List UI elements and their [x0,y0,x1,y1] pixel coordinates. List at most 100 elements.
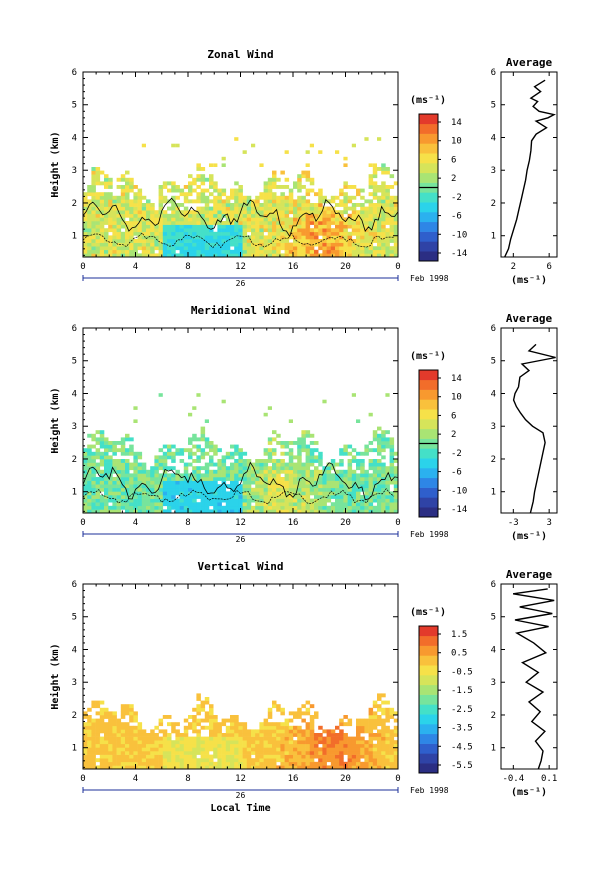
heatmap-cell [209,743,214,748]
heatmap-cell [83,480,88,485]
heatmap-cell [381,462,386,467]
heatmap-cell [91,754,96,759]
heatmap-cell [99,246,105,251]
heatmap-cell [326,473,332,478]
heatmap-cell [91,235,96,240]
heatmap-cell [351,502,357,507]
heatmap-cell [330,221,336,225]
heatmap-cell [276,462,281,467]
heatmap-cell [188,253,193,258]
heatmap-cell [339,221,344,225]
heatmap-cell [234,758,239,763]
heatmap-cell [381,235,386,240]
heatmap-cell [175,765,180,770]
heatmap-cell [255,199,260,204]
heatmap-cell [158,761,164,766]
heatmap-cell [381,747,386,752]
heatmap-cell [120,192,126,197]
heatmap-cell [108,444,113,449]
heatmap-cell [326,235,332,240]
heatmap-cell [314,224,319,229]
heatmap-cell [343,502,348,507]
colorbar-tick-label: -2 [451,193,462,203]
heatmap-cell [309,143,314,148]
heatmap-cell [204,177,210,182]
heatmap-cell [301,210,306,215]
heatmap-cell [104,495,109,499]
heatmap-cell [309,480,315,485]
heatmap-cell [225,210,231,215]
heatmap-cell [234,206,239,211]
heatmap-cell [179,473,185,478]
heatmap-cell [200,498,206,503]
heatmap-cell [112,210,117,215]
heatmap-cell [225,495,231,499]
heatmap-cell [284,444,290,449]
heatmap-cell [259,203,264,207]
heatmap-cell [263,733,269,737]
heatmap-cell [351,495,357,499]
heatmap-cell [372,715,378,719]
heatmap-cell [108,249,113,254]
heatmap-cell [167,761,172,766]
heatmap-cell [129,444,134,449]
heatmap-cell [259,722,264,727]
heatmap-cell [116,185,122,189]
heatmap-cell [389,228,395,233]
heatmap-cell [372,253,378,258]
heatmap-cell [162,469,168,474]
heatmap-cell [162,253,168,258]
heatmap-cell [360,509,365,514]
heatmap-cell [188,754,193,759]
heatmap-cell [343,498,348,503]
heatmap-cell [179,448,185,453]
heatmap-cell [377,206,382,211]
heatmap-cell [104,206,109,211]
colorbar-swatch [419,143,438,154]
heatmap-cell [125,462,130,467]
heatmap-cell [162,466,168,471]
heatmap-cell [230,751,235,755]
heatmap-cell [221,466,227,471]
heatmap-cell [305,747,311,752]
heatmap-cell [309,235,315,240]
heatmap-cell [272,224,277,229]
heatmap-cell [120,469,126,474]
heatmap-cell [179,224,185,229]
heatmap-cell [318,246,323,251]
heatmap-cell [217,466,222,471]
heatmap-cell [221,246,227,251]
heatmap-cell [95,455,101,460]
heatmap-cell [372,163,377,167]
heatmap-cell [381,477,386,481]
heatmap-cell [381,444,386,449]
heatmap-cell [150,740,155,745]
heatmap-cell [133,740,138,745]
heatmap-cell [167,509,172,514]
heatmap-cell [141,740,147,745]
heatmap-cell [83,495,88,499]
heatmap-cell [288,498,294,503]
heatmap-cell [389,498,395,503]
heatmap-cell [339,751,344,755]
heatmap-cell [318,758,323,763]
heatmap-cell [393,213,399,218]
heatmap-cell [318,455,323,460]
heatmap-cell [150,754,155,759]
heatmap-cell [188,239,193,243]
colorbar-unit: (ms⁻¹) [410,607,446,618]
heatmap-cell [87,239,92,243]
heatmap-cell [108,459,113,463]
heatmap-cell [360,469,365,474]
heatmap-cell [347,217,353,222]
heatmap-cell [116,761,122,766]
heatmap-cell [99,736,105,741]
heatmap-cell [171,459,176,463]
heatmap-cell [209,487,214,492]
heatmap-cell [95,253,101,258]
heatmap-cell [192,253,197,258]
heatmap-cell [385,203,390,207]
heatmap-cell [175,206,180,211]
heatmap-cell [368,722,374,727]
heatmap-cell [95,181,101,186]
